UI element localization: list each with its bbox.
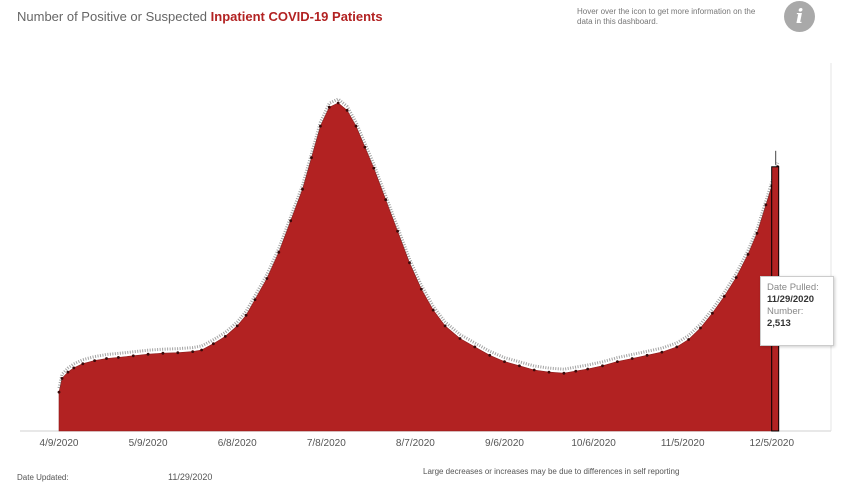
tooltip-date-value: 11/29/2020 [767, 294, 815, 305]
data-point [734, 276, 738, 279]
data-point [675, 345, 679, 349]
data-point [265, 277, 269, 280]
data-point [419, 287, 423, 291]
data-point [473, 345, 477, 349]
data-point [755, 231, 759, 235]
tooltip-date-label: Date Pulled: [767, 282, 819, 293]
x-tick-label: 12/5/2020 [750, 438, 795, 449]
data-point [310, 156, 313, 160]
data-point [574, 369, 578, 373]
data-point [235, 324, 239, 328]
data-point [176, 351, 180, 355]
data-point [354, 124, 358, 128]
title-prefix: Number of Positive or Suspected [17, 9, 208, 24]
data-point [660, 350, 664, 354]
tooltip-number-label: Number: [767, 306, 804, 317]
x-tick-label: 8/7/2020 [396, 438, 435, 449]
title-highlight: Inpatient COVID-19 Patients [210, 9, 383, 24]
data-point [66, 370, 70, 374]
info-icon[interactable]: i [784, 1, 815, 32]
data-point [131, 354, 135, 358]
data-point [384, 198, 388, 202]
data-point [711, 311, 714, 315]
data-point [253, 298, 257, 301]
x-tick-label: 7/8/2020 [307, 438, 346, 449]
data-point [630, 357, 634, 360]
data-point [443, 324, 447, 328]
data-point [244, 313, 248, 317]
data-point [396, 229, 399, 233]
hover-note: Hover over the icon to get more informat… [577, 7, 756, 26]
data-point [319, 124, 322, 128]
data-point [372, 166, 376, 170]
data-point [503, 360, 506, 363]
data-point [431, 308, 435, 312]
x-tick-label: 11/5/2020 [661, 438, 705, 449]
x-tick-label: 4/9/2020 [40, 438, 79, 449]
data-point [645, 353, 649, 357]
date-updated-label: Date Updated: [17, 473, 69, 482]
data-point [105, 357, 108, 360]
data-point [72, 366, 76, 370]
data-point [81, 362, 85, 366]
data-point [146, 352, 150, 356]
data-point [518, 364, 521, 368]
data-point [336, 101, 340, 105]
data-point [277, 250, 281, 254]
data-point [586, 367, 590, 371]
data-point [363, 145, 367, 149]
data-point [60, 377, 64, 380]
data-point [223, 335, 227, 338]
data-point [764, 203, 768, 207]
area-series [58, 102, 778, 432]
data-point [562, 371, 566, 375]
chart-title: Number of Positive or Suspected Inpatien… [17, 9, 383, 24]
data-point [327, 105, 331, 109]
data-point [93, 359, 96, 362]
x-tick-label: 9/6/2020 [485, 438, 524, 449]
data-label-band [57, 97, 780, 389]
data-point [488, 353, 492, 357]
data-point [161, 351, 165, 355]
data-point [746, 253, 750, 256]
data-point [117, 356, 120, 359]
data-point [722, 295, 726, 298]
data-point [458, 337, 462, 340]
data-point [57, 390, 61, 394]
data-point [191, 350, 195, 353]
data-point [200, 348, 204, 352]
tooltip-number-value: 2,513 [767, 318, 791, 329]
data-point [601, 364, 604, 368]
data-point [699, 326, 702, 330]
reporting-note: Large decreases or increases may be due … [423, 467, 680, 476]
data-point [212, 342, 215, 346]
data-point [289, 219, 293, 223]
date-updated-value: 11/29/2020 [168, 472, 213, 482]
data-point [616, 360, 619, 363]
data-point [532, 368, 536, 372]
data-point [301, 187, 304, 191]
x-tick-label: 10/6/2020 [571, 438, 616, 449]
data-point [345, 108, 349, 112]
data-point [687, 338, 690, 341]
x-tick-label: 5/9/2020 [129, 438, 168, 449]
data-point [408, 261, 411, 265]
tooltip: Date Pulled: 11/29/2020 Number: 2,513 [760, 276, 834, 346]
data-point [547, 370, 551, 374]
x-tick-label: 6/8/2020 [218, 438, 257, 449]
